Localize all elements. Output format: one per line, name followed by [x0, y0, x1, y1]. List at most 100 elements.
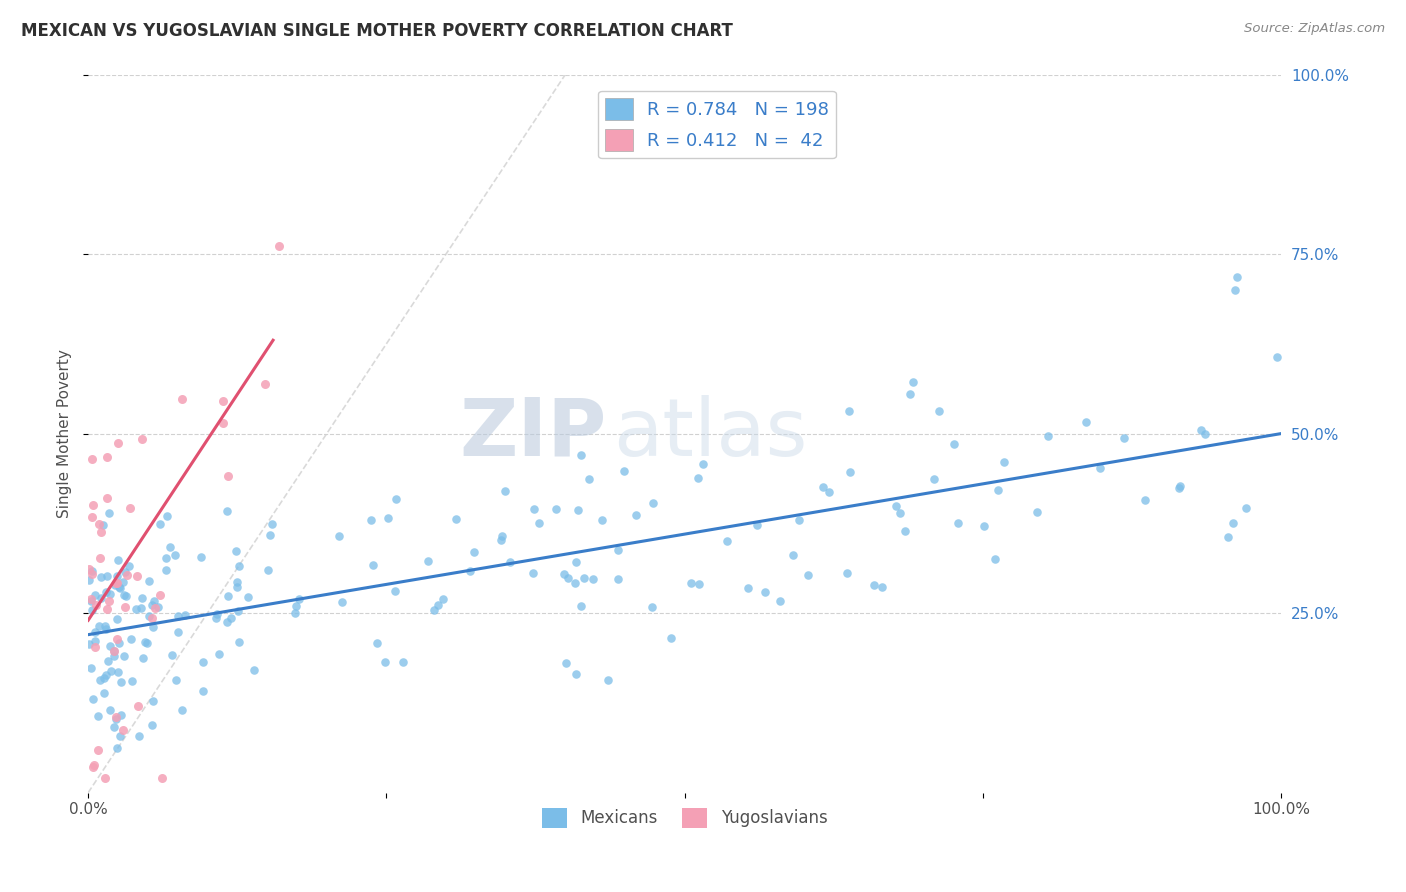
Point: [80, 592, 103, 607]
Point: [150, 772, 173, 786]
Point: [205, 607, 228, 621]
Point: [128, 729, 150, 743]
Point: [225, 575, 247, 590]
Point: [564, 575, 586, 590]
Point: [107, 435, 129, 450]
Point: [432, 592, 454, 607]
Point: [79, 637, 101, 651]
Point: [745, 518, 768, 533]
Point: [90, 570, 112, 584]
Point: [155, 550, 177, 565]
Point: [110, 729, 132, 743]
Point: [107, 665, 129, 680]
Point: [1168, 479, 1191, 493]
Point: [363, 558, 385, 572]
Point: [1265, 350, 1288, 364]
Point: [104, 713, 127, 727]
Point: [692, 457, 714, 471]
Point: [901, 375, 924, 389]
Point: [115, 589, 138, 603]
Point: [170, 392, 193, 407]
Point: [125, 569, 148, 583]
Point: [91, 518, 114, 533]
Point: [84, 598, 107, 612]
Point: [984, 552, 1007, 566]
Point: [156, 508, 179, 523]
Point: [928, 404, 950, 418]
Point: [494, 483, 516, 498]
Point: [688, 577, 710, 591]
Point: [89, 517, 111, 532]
Point: [132, 651, 155, 665]
Point: [94, 667, 117, 681]
Point: [110, 708, 132, 723]
Point: [93, 686, 115, 700]
Point: [1074, 415, 1097, 429]
Point: [215, 504, 238, 518]
Point: [716, 533, 738, 548]
Point: [1038, 429, 1060, 443]
Point: [946, 516, 969, 530]
Point: [96, 491, 118, 506]
Point: [86, 743, 108, 757]
Point: [889, 506, 911, 520]
Point: [259, 527, 281, 541]
Point: [754, 585, 776, 599]
Point: [138, 609, 160, 624]
Point: [643, 496, 665, 510]
Point: [942, 437, 965, 451]
Point: [659, 631, 682, 645]
Point: [84, 633, 107, 648]
Point: [225, 543, 247, 558]
Point: [641, 600, 664, 615]
Point: [160, 648, 183, 663]
Point: [898, 386, 921, 401]
Point: [131, 591, 153, 606]
Point: [838, 404, 860, 418]
Text: ZIP: ZIP: [460, 394, 607, 473]
Point: [374, 655, 396, 669]
Point: [219, 611, 242, 625]
Point: [993, 455, 1015, 469]
Point: [114, 600, 136, 615]
Point: [1234, 501, 1257, 516]
Point: [82, 759, 104, 773]
Point: [108, 581, 131, 595]
Point: [97, 654, 120, 668]
Point: [143, 594, 166, 608]
Point: [94, 585, 117, 599]
Point: [217, 589, 239, 603]
Point: [554, 657, 576, 671]
Point: [205, 611, 228, 625]
Point: [96, 602, 118, 616]
Point: [146, 600, 169, 615]
Point: [499, 556, 522, 570]
Point: [330, 595, 353, 609]
Point: [922, 472, 945, 486]
Point: [613, 464, 636, 478]
Point: [167, 625, 190, 640]
Point: [243, 663, 266, 677]
Point: [97, 506, 120, 520]
Point: [384, 583, 406, 598]
Point: [1114, 431, 1136, 445]
Point: [79, 562, 101, 576]
Point: [688, 471, 710, 485]
Point: [127, 699, 149, 714]
Point: [120, 632, 142, 646]
Point: [571, 599, 593, 614]
Point: [82, 451, 104, 466]
Point: [987, 483, 1010, 497]
Point: [191, 655, 214, 669]
Point: [118, 501, 141, 516]
Point: [226, 604, 249, 618]
Point: [228, 635, 250, 649]
Point: [149, 516, 172, 531]
Point: [170, 703, 193, 717]
Point: [591, 513, 613, 527]
Point: [564, 555, 586, 569]
Point: [884, 500, 907, 514]
Point: [103, 648, 125, 663]
Point: [134, 635, 156, 649]
Point: [366, 636, 388, 650]
